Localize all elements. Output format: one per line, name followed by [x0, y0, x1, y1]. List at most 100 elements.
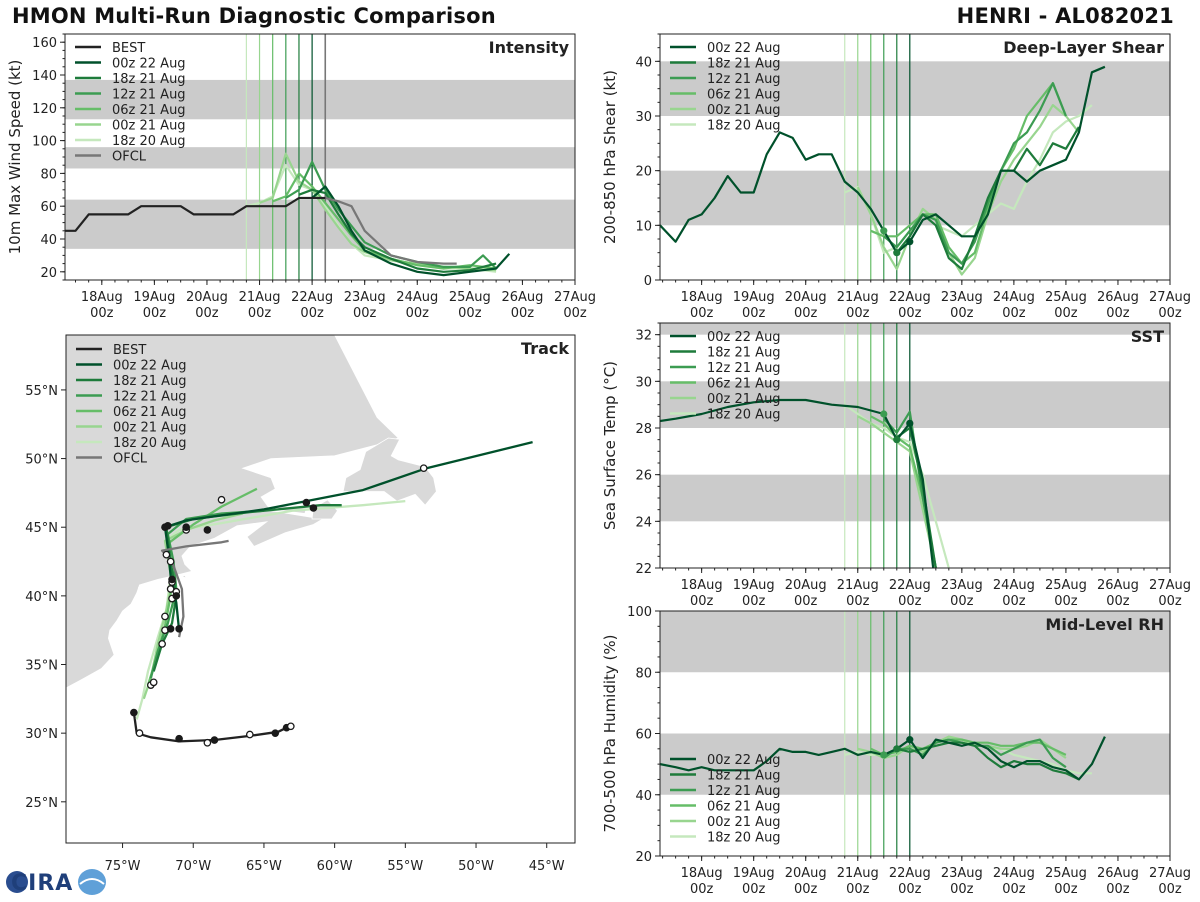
track-xtick-label: 50°W: [458, 859, 494, 874]
shear-legend-label-00z-21-aug: 00z 21 Aug: [707, 103, 781, 118]
intensity-xtick-hour: 00z: [248, 306, 272, 321]
intensity-band-2: [65, 79, 575, 120]
intensity-plot-area: [65, 34, 575, 280]
intensity-xtick-date: 20Aug: [186, 290, 228, 305]
shear-series-12z-21-aug: [883, 82, 1067, 265]
sst-band-0: [660, 474, 1170, 522]
sst-legend-label-18z-20-aug: 18z 20 Aug: [707, 408, 781, 423]
shear-xtick-date: 25Aug: [1045, 290, 1087, 305]
rh-xtick-date: 25Aug: [1045, 866, 1087, 881]
sst-init-point: [880, 410, 888, 418]
rh-xtick-hour: 00z: [898, 882, 922, 897]
sst-xtick-hour: 00z: [950, 594, 974, 609]
shear-ytick-label: 40: [635, 55, 652, 70]
intensity-xtick-hour: 00z: [353, 306, 377, 321]
rh-plot-area: [660, 611, 1170, 856]
intensity-legend-label-best: BEST: [112, 41, 145, 56]
panel-track: 75°W 70°W 65°W 60°W 55°W 50°W 45°W 25°N 30°N 35°N…: [25, 334, 576, 874]
track-xtick-label: 70°W: [175, 859, 211, 874]
rh-xtick-hour: 00z: [1054, 882, 1078, 897]
sst-xtick-date: 24Aug: [993, 578, 1035, 593]
land-mass-4: [138, 580, 167, 588]
rh-xtick-hour: 00z: [950, 882, 974, 897]
intensity-ytick-label: 20: [40, 266, 57, 281]
intensity-ytick-label: 120: [32, 102, 57, 117]
sst-legend-label-12z-21-aug: 12z 21 Aug: [707, 361, 781, 376]
intensity-ylabel: 10m Max Wind Speed (kt): [6, 60, 24, 255]
sst-ytick-label: 32: [635, 329, 652, 344]
intensity-series-06z-21-aug: [272, 172, 497, 270]
rh-init-point: [880, 751, 888, 759]
intensity-xtick-hour: 00z: [195, 306, 219, 321]
intensity-xtick-date: 24Aug: [396, 290, 438, 305]
intensity-title: Intensity: [489, 38, 570, 57]
rh-xtick-date: 18Aug: [681, 866, 723, 881]
shear-xtick-date: 26Aug: [1097, 290, 1139, 305]
intensity-xtick-hour: 00z: [511, 306, 535, 321]
rh-xtick-date: 27Aug: [1149, 866, 1191, 881]
track-point-00z-22-aug: [302, 498, 311, 507]
sst-xtick-hour: 00z: [1054, 594, 1078, 609]
panel-rh: 2040608010018Aug00z19Aug00z20Aug00z21Aug…: [601, 605, 1191, 897]
sst-ytick-label: 30: [635, 375, 652, 390]
sst-xtick-hour: 00z: [898, 594, 922, 609]
shear-legend-label-00z-22-aug: 00z 22 Aug: [707, 41, 781, 56]
rh-band-1: [660, 611, 1170, 673]
rh-xtick-hour: 00z: [1106, 882, 1130, 897]
track-legend-label-12z-21-aug: 12z 21 Aug: [113, 390, 187, 405]
rh-xtick-hour: 00z: [690, 882, 714, 897]
track-ytick-label: 30°N: [25, 727, 58, 742]
sst-xtick-date: 25Aug: [1045, 578, 1087, 593]
shear-xtick-hour: 00z: [898, 306, 922, 321]
shear-legend-label-12z-21-aug: 12z 21 Aug: [707, 72, 781, 87]
sst-legend-label-18z-21-aug: 18z 21 Aug: [707, 346, 781, 361]
rh-xtick-hour: 00z: [742, 882, 766, 897]
rh-series-18z-21-aug: [896, 741, 1080, 781]
shear-xtick-date: 22Aug: [889, 290, 931, 305]
track-legend-label-00z-21-aug: 00z 21 Aug: [113, 421, 187, 436]
track-legend-label-ofcl: OFCL: [113, 452, 148, 467]
shear-xtick-date: 23Aug: [941, 290, 983, 305]
shear-init-point: [906, 238, 914, 246]
track-point-best: [286, 722, 295, 731]
intensity-xtick-date: 21Aug: [239, 290, 281, 305]
intensity-ytick-label: 60: [40, 200, 57, 215]
intensity-series-best: [65, 196, 326, 232]
shear-xtick-date: 18Aug: [681, 290, 723, 305]
sst-legend-label-00z-22-aug: 00z 22 Aug: [707, 330, 781, 345]
shear-xtick-hour: 00z: [1054, 306, 1078, 321]
sst-xtick-hour: 00z: [1106, 594, 1130, 609]
figure-title: HMON Multi-Run Diagnostic Comparison: [12, 4, 496, 28]
track-xtick-label: 75°W: [105, 859, 141, 874]
track-ytick-label: 40°N: [25, 590, 58, 605]
rh-legend-label-00z-22-aug: 00z 22 Aug: [707, 753, 781, 768]
sst-title: SST: [1131, 327, 1164, 346]
track-ytick-label: 55°N: [25, 384, 58, 399]
rh-xtick-hour: 00z: [846, 882, 870, 897]
intensity-xtick-hour: 00z: [143, 306, 167, 321]
track-ytick-label: 45°N: [25, 521, 58, 536]
rh-ytick-label: 80: [635, 666, 652, 681]
shear-xtick-hour: 00z: [794, 306, 818, 321]
track-point-00z-21-aug: [161, 612, 169, 621]
rh-band-0: [660, 733, 1170, 795]
track-point-00z-22-aug: [203, 526, 212, 534]
rh-title: Mid-Level RH: [1045, 615, 1164, 634]
intensity-ytick-label: 160: [32, 36, 57, 51]
rh-xtick-hour: 00z: [1158, 882, 1182, 897]
cira-logo-globe: [6, 871, 28, 893]
intensity-band-0: [65, 199, 575, 249]
cira-logo-text: CIRA: [11, 871, 73, 896]
shear-legend-label-06z-21-aug: 06z 21 Aug: [707, 88, 781, 103]
track-point-00z-22-aug: [161, 523, 169, 532]
sst-ytick-label: 28: [635, 422, 652, 437]
shear-ytick-label: 10: [635, 219, 652, 234]
track-xtick-label: 65°W: [246, 859, 282, 874]
rh-init-point: [906, 736, 914, 744]
intensity-ytick-label: 80: [40, 167, 57, 182]
track-point-00z-22-aug: [175, 625, 183, 633]
track-point-06z-21-aug: [217, 495, 226, 504]
sst-ytick-label: 22: [635, 562, 652, 577]
